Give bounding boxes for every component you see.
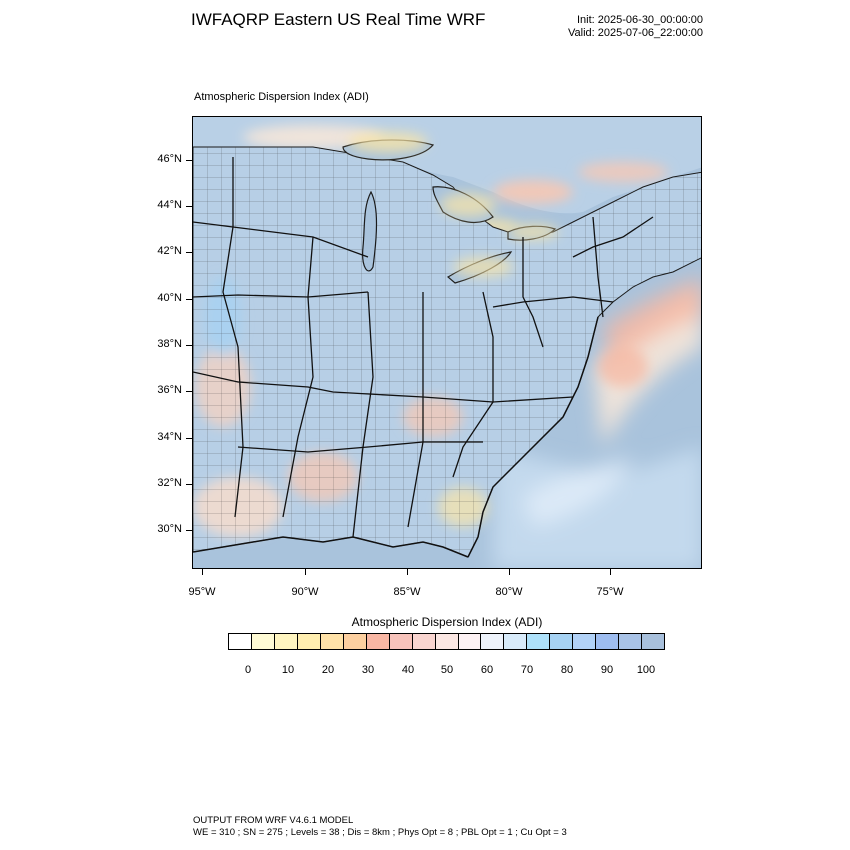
colorbar-box [458, 634, 482, 649]
run-times: Init: 2025-06-30_00:00:00 Valid: 2025-07… [540, 14, 703, 40]
colorbar-tick-label: 50 [440, 664, 454, 676]
colorbar-box [297, 634, 321, 649]
map-subtitle: Atmospheric Dispersion Index (ADI) [194, 91, 369, 103]
colorbar-tick-label: 80 [560, 664, 574, 676]
lon-label: 75°W [596, 586, 624, 598]
colorbar-box [251, 634, 275, 649]
atlantic-coastline [467, 316, 599, 558]
lat-tick [186, 530, 192, 531]
lat-tick [186, 252, 192, 253]
colorbar-tick-label: 0 [244, 664, 252, 676]
colorbar-box [642, 634, 665, 649]
lon-label: 90°W [291, 586, 319, 598]
colorbar-box [481, 634, 505, 649]
lake-michigan [362, 190, 378, 272]
canada-region [193, 117, 701, 235]
lat-label: 32°N [157, 477, 182, 489]
lat-label: 38°N [157, 338, 182, 350]
colorbar-tick-label: 30 [361, 664, 375, 676]
lat-label: 34°N [157, 431, 182, 443]
us-landmass [193, 146, 701, 558]
lat-tick [186, 484, 192, 485]
lat-tick [186, 438, 192, 439]
model-version: OUTPUT FROM WRF V4.6.1 MODEL [193, 815, 354, 826]
state-boundaries [193, 157, 654, 538]
colorbar-box [527, 634, 551, 649]
lon-tick [407, 569, 408, 575]
lat-label: 40°N [157, 292, 182, 304]
lon-label: 95°W [188, 586, 216, 598]
colorbar-box [504, 634, 528, 649]
colorbar-tick-label: 90 [600, 664, 614, 676]
lon-tick [202, 569, 203, 575]
lat-tick [186, 391, 192, 392]
colorbar-box [412, 634, 436, 649]
lat-tick [186, 160, 192, 161]
model-config: WE = 310 ; SN = 275 ; Levels = 38 ; Dis … [193, 827, 567, 838]
colorbar-box [343, 634, 367, 649]
lake-halos [348, 132, 559, 277]
lat-label: 46°N [157, 153, 182, 165]
lat-tick [186, 345, 192, 346]
colorbar-box [229, 634, 252, 649]
colorbar-box [320, 634, 344, 649]
lat-tick [186, 206, 192, 207]
colorbar-tick-label: 40 [401, 664, 415, 676]
colorbar-tick-label: 10 [281, 664, 295, 676]
lat-tick [186, 299, 192, 300]
colorbar-box [274, 634, 298, 649]
init-time: Init: 2025-06-30_00:00:00 [577, 14, 703, 26]
model-info: OUTPUT FROM WRF V4.6.1 MODEL WE = 310 ; … [193, 815, 567, 839]
colorbar-tick-label: 70 [520, 664, 534, 676]
colorbar-box [389, 634, 413, 649]
colorbar-tick-label: 100 [636, 664, 656, 676]
colorbar-box [366, 634, 390, 649]
page-title: IWFAQRP Eastern US Real Time WRF [191, 10, 486, 29]
colorbar [228, 633, 665, 650]
map-canvas [193, 117, 701, 568]
colorbar-tick-label: 60 [480, 664, 494, 676]
lat-label: 44°N [157, 199, 182, 211]
lat-label: 42°N [157, 245, 182, 257]
colorbar-box [619, 634, 643, 649]
colorbar-tick-label: 20 [321, 664, 335, 676]
lon-label: 85°W [393, 586, 421, 598]
lat-label: 36°N [157, 384, 182, 396]
map-panel [192, 116, 702, 569]
lon-tick [610, 569, 611, 575]
colorbar-box [435, 634, 459, 649]
colorbar-box [550, 634, 574, 649]
colorbar-box [573, 634, 597, 649]
lon-tick [509, 569, 510, 575]
colorbar-box [596, 634, 620, 649]
gulf-coastline [193, 536, 469, 558]
lat-label: 30°N [157, 523, 182, 535]
valid-time: Valid: 2025-07-06_22:00:00 [568, 27, 703, 39]
lon-tick [305, 569, 306, 575]
colorbar-title: Atmospheric Dispersion Index (ADI) [351, 615, 543, 629]
lon-label: 80°W [495, 586, 523, 598]
